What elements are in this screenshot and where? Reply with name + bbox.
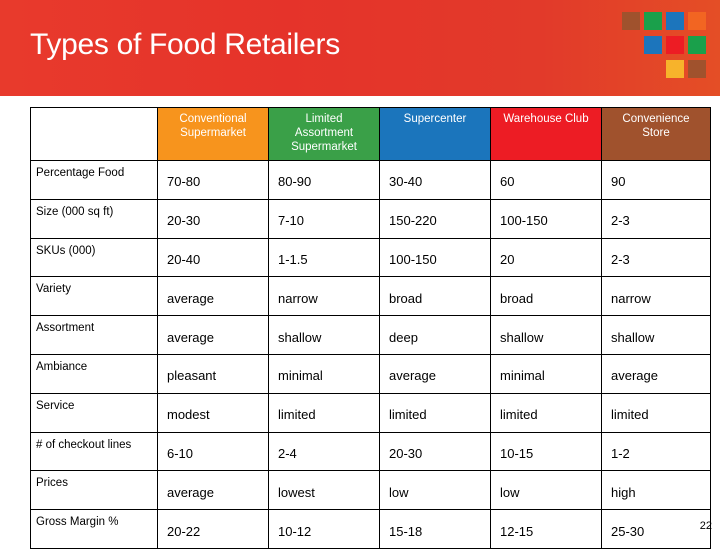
table-cell: 20-40: [157, 237, 269, 278]
slide-title: Types of Food Retailers: [30, 28, 340, 61]
table-cell: low: [379, 470, 491, 511]
table-row: # of checkout lines 6-10 2-4 20-30 10-15 1-2: [30, 431, 711, 472]
table-cell: 1-2: [601, 431, 711, 472]
column-header: Supercenter: [379, 107, 491, 161]
decorative-square: [644, 12, 662, 30]
table-cell: modest: [157, 392, 269, 433]
table-cell: minimal: [268, 353, 380, 394]
row-label: Service: [30, 392, 158, 433]
table-cell: 10-15: [490, 431, 602, 472]
row-label: SKUs (000): [30, 237, 158, 278]
table-cell: limited: [601, 392, 711, 433]
table-cell: lowest: [268, 470, 380, 511]
table-cell: 100-150: [490, 198, 602, 239]
table-row: Assortment average shallow deep shallow shall…: [30, 315, 711, 355]
table-row: SKUs (000) 20-40 1-1.5 100-150 20 2-3: [30, 237, 711, 278]
decorative-square: [666, 12, 684, 30]
table-cell: limited: [490, 392, 602, 433]
decorative-square: [622, 12, 640, 30]
table-cell: 20-22: [157, 509, 269, 549]
page-number: 22: [699, 520, 712, 532]
row-label: Prices: [30, 470, 158, 511]
row-label: Size (000 sq ft): [30, 198, 158, 239]
table-cell: low: [490, 470, 602, 511]
table-header-row: Conventional Supermarket Limited Assortme…: [30, 107, 711, 161]
table-cell: average: [157, 315, 269, 355]
row-label: Variety: [30, 276, 158, 317]
table-cell: limited: [379, 392, 491, 433]
row-label: # of checkout lines: [30, 431, 158, 472]
table-cell: broad: [379, 276, 491, 317]
table-row: Prices average lowest low low high: [30, 470, 711, 511]
table-cell: average: [157, 470, 269, 511]
table-cell: 80-90: [268, 160, 380, 200]
table-cell: narrow: [268, 276, 380, 317]
table-cell: 150-220: [379, 198, 491, 239]
table-cell: 10-12: [268, 509, 380, 549]
table-row: Gross Margin % 20-22 10-12 15-18 12-15 25-30: [30, 509, 711, 549]
table-cell: 15-18: [379, 509, 491, 549]
table-cell: 20-30: [379, 431, 491, 472]
title-bar: [0, 0, 720, 96]
row-label: Gross Margin %: [30, 509, 158, 549]
table-cell: average: [379, 353, 491, 394]
table-cell: 20: [490, 237, 602, 278]
column-header: Convenience Store: [601, 107, 711, 161]
table-cell: 30-40: [379, 160, 491, 200]
row-label: Assortment: [30, 315, 158, 355]
table-cell: 2-4: [268, 431, 380, 472]
table-body: Percentage Food 70-80 80-90 30-40 60 90 Size (…: [30, 160, 711, 549]
table-cell: 7-10: [268, 198, 380, 239]
table-cell: 1-1.5: [268, 237, 380, 278]
table-row: Variety average narrow broad broad narrow: [30, 276, 711, 317]
table-cell: shallow: [268, 315, 380, 355]
table-cell: shallow: [601, 315, 711, 355]
table-cell: limited: [268, 392, 380, 433]
table-cell: deep: [379, 315, 491, 355]
table-cell: pleasant: [157, 353, 269, 394]
table-row: Percentage Food 70-80 80-90 30-40 60 90: [30, 160, 711, 200]
row-label: Ambiance: [30, 353, 158, 394]
table-cell: 12-15: [490, 509, 602, 549]
table-cell: narrow: [601, 276, 711, 317]
row-label: Percentage Food: [30, 160, 158, 200]
table-cell: average: [601, 353, 711, 394]
column-header: Limited Assortment Supermarket: [268, 107, 380, 161]
table-cell: 60: [490, 160, 602, 200]
food-retailers-table: Conventional Supermarket Limited Assortme…: [30, 107, 711, 549]
table-cell: high: [601, 470, 711, 511]
decorative-square: [644, 36, 662, 54]
table-cell: 2-3: [601, 198, 711, 239]
corner-cell: [30, 107, 158, 161]
table-row: Ambiance pleasant minimal average minimal ave…: [30, 353, 711, 394]
table-cell: 90: [601, 160, 711, 200]
column-header: Conventional Supermarket: [157, 107, 269, 161]
table-cell: 25-30: [601, 509, 711, 549]
table-cell: average: [157, 276, 269, 317]
table-cell: 6-10: [157, 431, 269, 472]
table-row: Service modest limited limited limited limite…: [30, 392, 711, 433]
table-cell: 20-30: [157, 198, 269, 239]
table-cell: minimal: [490, 353, 602, 394]
table-cell: 70-80: [157, 160, 269, 200]
table-cell: 2-3: [601, 237, 711, 278]
table-cell: shallow: [490, 315, 602, 355]
table-cell: broad: [490, 276, 602, 317]
table-row: Size (000 sq ft) 20-30 7-10 150-220 100-150 2…: [30, 198, 711, 239]
decorative-square: [666, 60, 684, 78]
column-header: Warehouse Club: [490, 107, 602, 161]
decorative-square: [688, 36, 706, 54]
decorative-square: [688, 60, 706, 78]
table-cell: 100-150: [379, 237, 491, 278]
decorative-square: [666, 36, 684, 54]
decorative-square: [688, 12, 706, 30]
